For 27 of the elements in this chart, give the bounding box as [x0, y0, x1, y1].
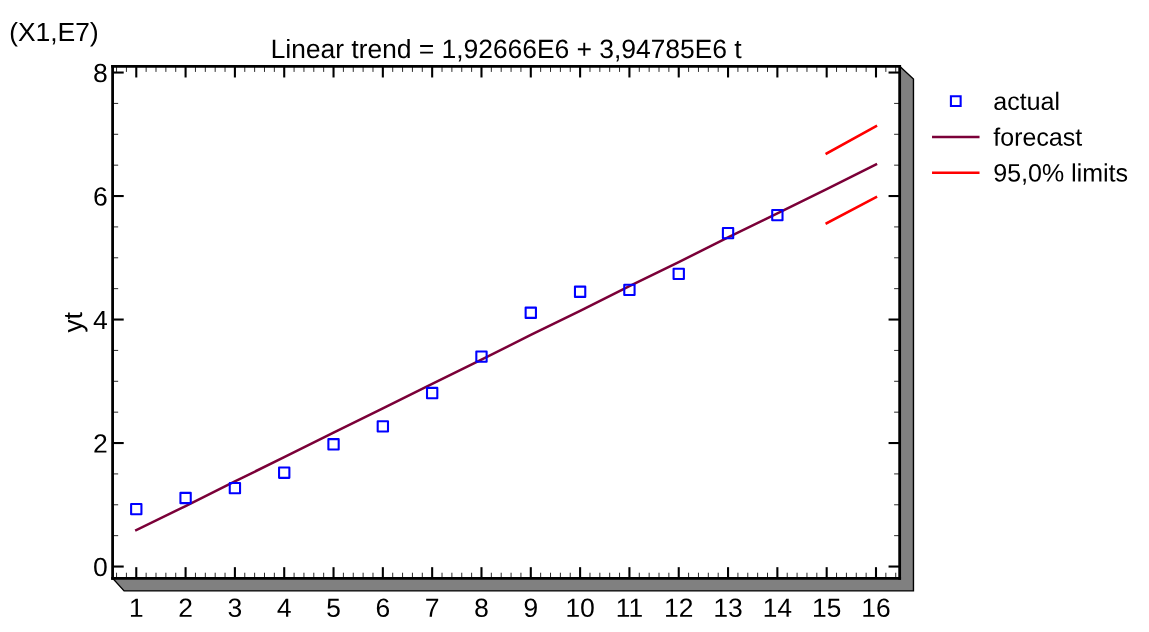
y-tick-label: 8 — [94, 63, 107, 83]
x-tick-label: 5 — [327, 598, 340, 618]
text: (X1,E7) — [10, 21, 98, 47]
legend-label: forecast — [993, 127, 1083, 146]
x-tick-label: 11 — [617, 598, 642, 617]
x-tick-label: 2 — [179, 598, 192, 617]
x-tick-label: 12 — [666, 598, 693, 617]
x-tick-label: 4 — [277, 598, 291, 617]
y-tick-label: 0 — [94, 557, 107, 577]
x-tick-label: 3 — [228, 598, 242, 618]
x-tick-label: 1 — [130, 598, 143, 617]
x-tick-label: 6 — [376, 598, 390, 618]
legend-label: 95,0% limits — [994, 163, 1128, 185]
x-tick-label: 13 — [715, 598, 742, 618]
x-tick-label: 9 — [524, 598, 537, 618]
y-tick-label: 4 — [93, 310, 107, 330]
x-tick-label: 16 — [863, 598, 890, 618]
x-tick-label: 10 — [567, 598, 594, 618]
x-tick-label: 14 — [764, 598, 792, 617]
x-tick-label: 8 — [475, 598, 488, 618]
legend-label: actual — [994, 91, 1059, 111]
chart-title: Linear trend = 1,92666E6 + 3,94785E6 t — [272, 38, 742, 62]
y-axis-title: yt — [64, 312, 88, 333]
x-tick-label: 15 — [814, 598, 841, 618]
x-tick-label: 7 — [426, 598, 439, 617]
y-tick-label: 6 — [94, 187, 107, 206]
y-tick-label: 2 — [94, 434, 107, 453]
